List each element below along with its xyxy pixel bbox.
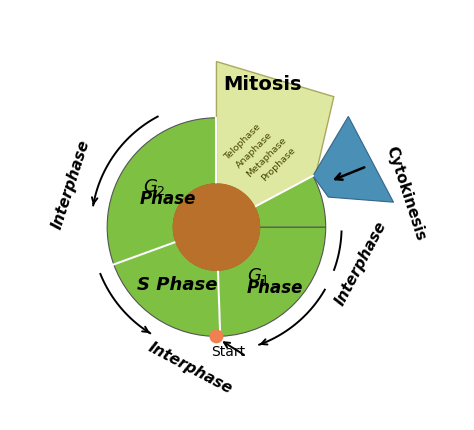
Text: Mitosis: Mitosis: [224, 75, 302, 94]
Text: Cytokinesis: Cytokinesis: [383, 145, 428, 243]
Wedge shape: [255, 176, 326, 227]
Text: $G_1$: $G_1$: [247, 266, 270, 286]
Text: Anaphase: Anaphase: [235, 130, 274, 169]
Polygon shape: [313, 117, 393, 202]
Wedge shape: [107, 118, 217, 264]
Circle shape: [210, 330, 223, 343]
Text: S Phase: S Phase: [137, 276, 218, 294]
Text: Interphase: Interphase: [332, 219, 389, 308]
Circle shape: [173, 184, 259, 270]
Text: Phase: Phase: [139, 190, 196, 208]
Wedge shape: [114, 242, 220, 336]
Wedge shape: [218, 227, 326, 336]
Text: $G_2$: $G_2$: [143, 177, 165, 197]
Text: Start: Start: [211, 345, 245, 359]
Text: Interphase: Interphase: [49, 138, 92, 230]
Text: Metaphase: Metaphase: [245, 135, 289, 178]
Polygon shape: [217, 61, 334, 227]
Circle shape: [173, 184, 259, 270]
Text: Phase: Phase: [247, 279, 303, 297]
Text: Telophase: Telophase: [223, 123, 263, 163]
Text: Interphase: Interphase: [146, 339, 235, 396]
Text: Prophase: Prophase: [260, 145, 297, 183]
